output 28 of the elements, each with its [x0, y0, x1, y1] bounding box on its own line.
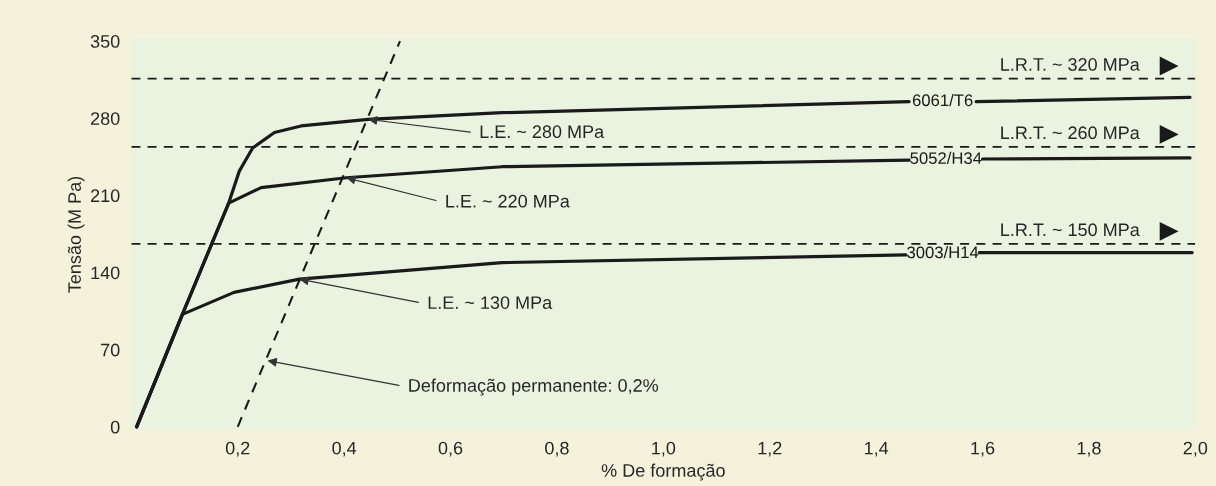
y-tick-label: 140 — [91, 266, 120, 280]
annotation: L.E. ~ 130 MPa — [428, 296, 553, 309]
x-tick-label: 1,2 — [758, 441, 782, 457]
x-tick-label: 1,8 — [1077, 441, 1101, 457]
y-axis-title: Tensão (M Pa) — [67, 176, 85, 293]
series-label: 6061/T6 — [912, 93, 973, 107]
x-tick-label: 0,4 — [332, 441, 357, 457]
annotation: L.E. ~ 220 MPa — [446, 194, 570, 208]
x-tick-label: 1,4 — [864, 441, 889, 457]
series-label: 3003/H14 — [907, 246, 979, 259]
x-tick-label: 1,6 — [971, 441, 995, 457]
x-tick-label: 2,0 — [1183, 441, 1208, 457]
ref-line-label: L.R.T. ~ 150 MPa — [1001, 223, 1140, 237]
annotation: L.E. ~ 280 MPa — [480, 125, 605, 139]
y-tick-label: 280 — [91, 112, 120, 125]
ref-line-label: L.R.T. ~ 320 MPa — [1001, 58, 1140, 71]
y-tick-label: 70 — [101, 343, 120, 357]
x-tick-label: 0,6 — [438, 441, 463, 457]
x-tick-label: 0,8 — [545, 441, 569, 457]
ref-line-label: L.R.T. ~ 260 MPa — [1001, 126, 1140, 140]
x-tick-label: 1,0 — [652, 441, 676, 457]
x-tick-label: 0,2 — [225, 441, 250, 457]
y-tick-label: 350 — [90, 35, 120, 48]
series-label: 5052/H34 — [910, 151, 982, 165]
y-tick-label: 210 — [91, 189, 120, 203]
x-axis-title: % De formação — [601, 463, 725, 481]
y-tick-label: 0 — [110, 420, 120, 434]
annotation: Deformação permanente: 0,2% — [409, 378, 659, 396]
